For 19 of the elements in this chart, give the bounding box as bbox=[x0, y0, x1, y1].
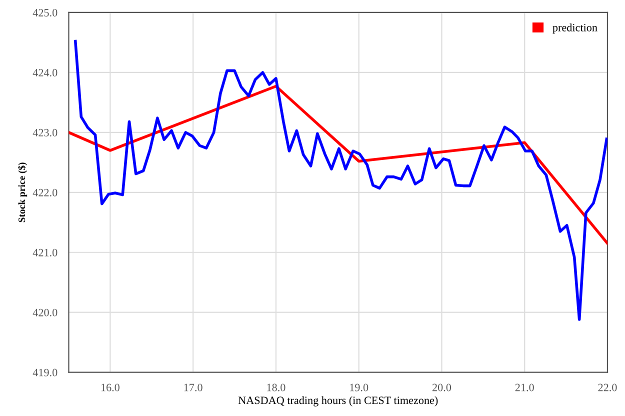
y-tick-label: 421.0 bbox=[32, 248, 58, 256]
y-tick-label: 420.0 bbox=[32, 308, 58, 316]
x-tick-label: 18.0 bbox=[267, 384, 286, 392]
line-series bbox=[74, 40, 608, 321]
legend-label: prediction bbox=[552, 24, 598, 34]
y-axis-title: Stock price ($) bbox=[18, 162, 28, 222]
line-series bbox=[68, 84, 608, 245]
x-tick-label: 20.0 bbox=[432, 384, 452, 392]
x-tick-label: 17.0 bbox=[184, 384, 202, 392]
x-tick-label: 16.0 bbox=[101, 384, 120, 392]
y-tick-label: 425.0 bbox=[32, 8, 58, 16]
x-axis-title: NASDAQ trading hours (in CEST timezone) bbox=[238, 396, 438, 406]
y-tick-label: 424.0 bbox=[32, 68, 58, 76]
y-tick-label: 423.0 bbox=[32, 128, 58, 136]
y-tick-label: 422.0 bbox=[32, 188, 58, 196]
x-tick-label: 21.0 bbox=[515, 384, 534, 392]
x-tick-label: 19.0 bbox=[350, 384, 368, 392]
x-tick-label: 22.0 bbox=[598, 384, 617, 392]
y-tick-label: 419.0 bbox=[32, 368, 58, 376]
